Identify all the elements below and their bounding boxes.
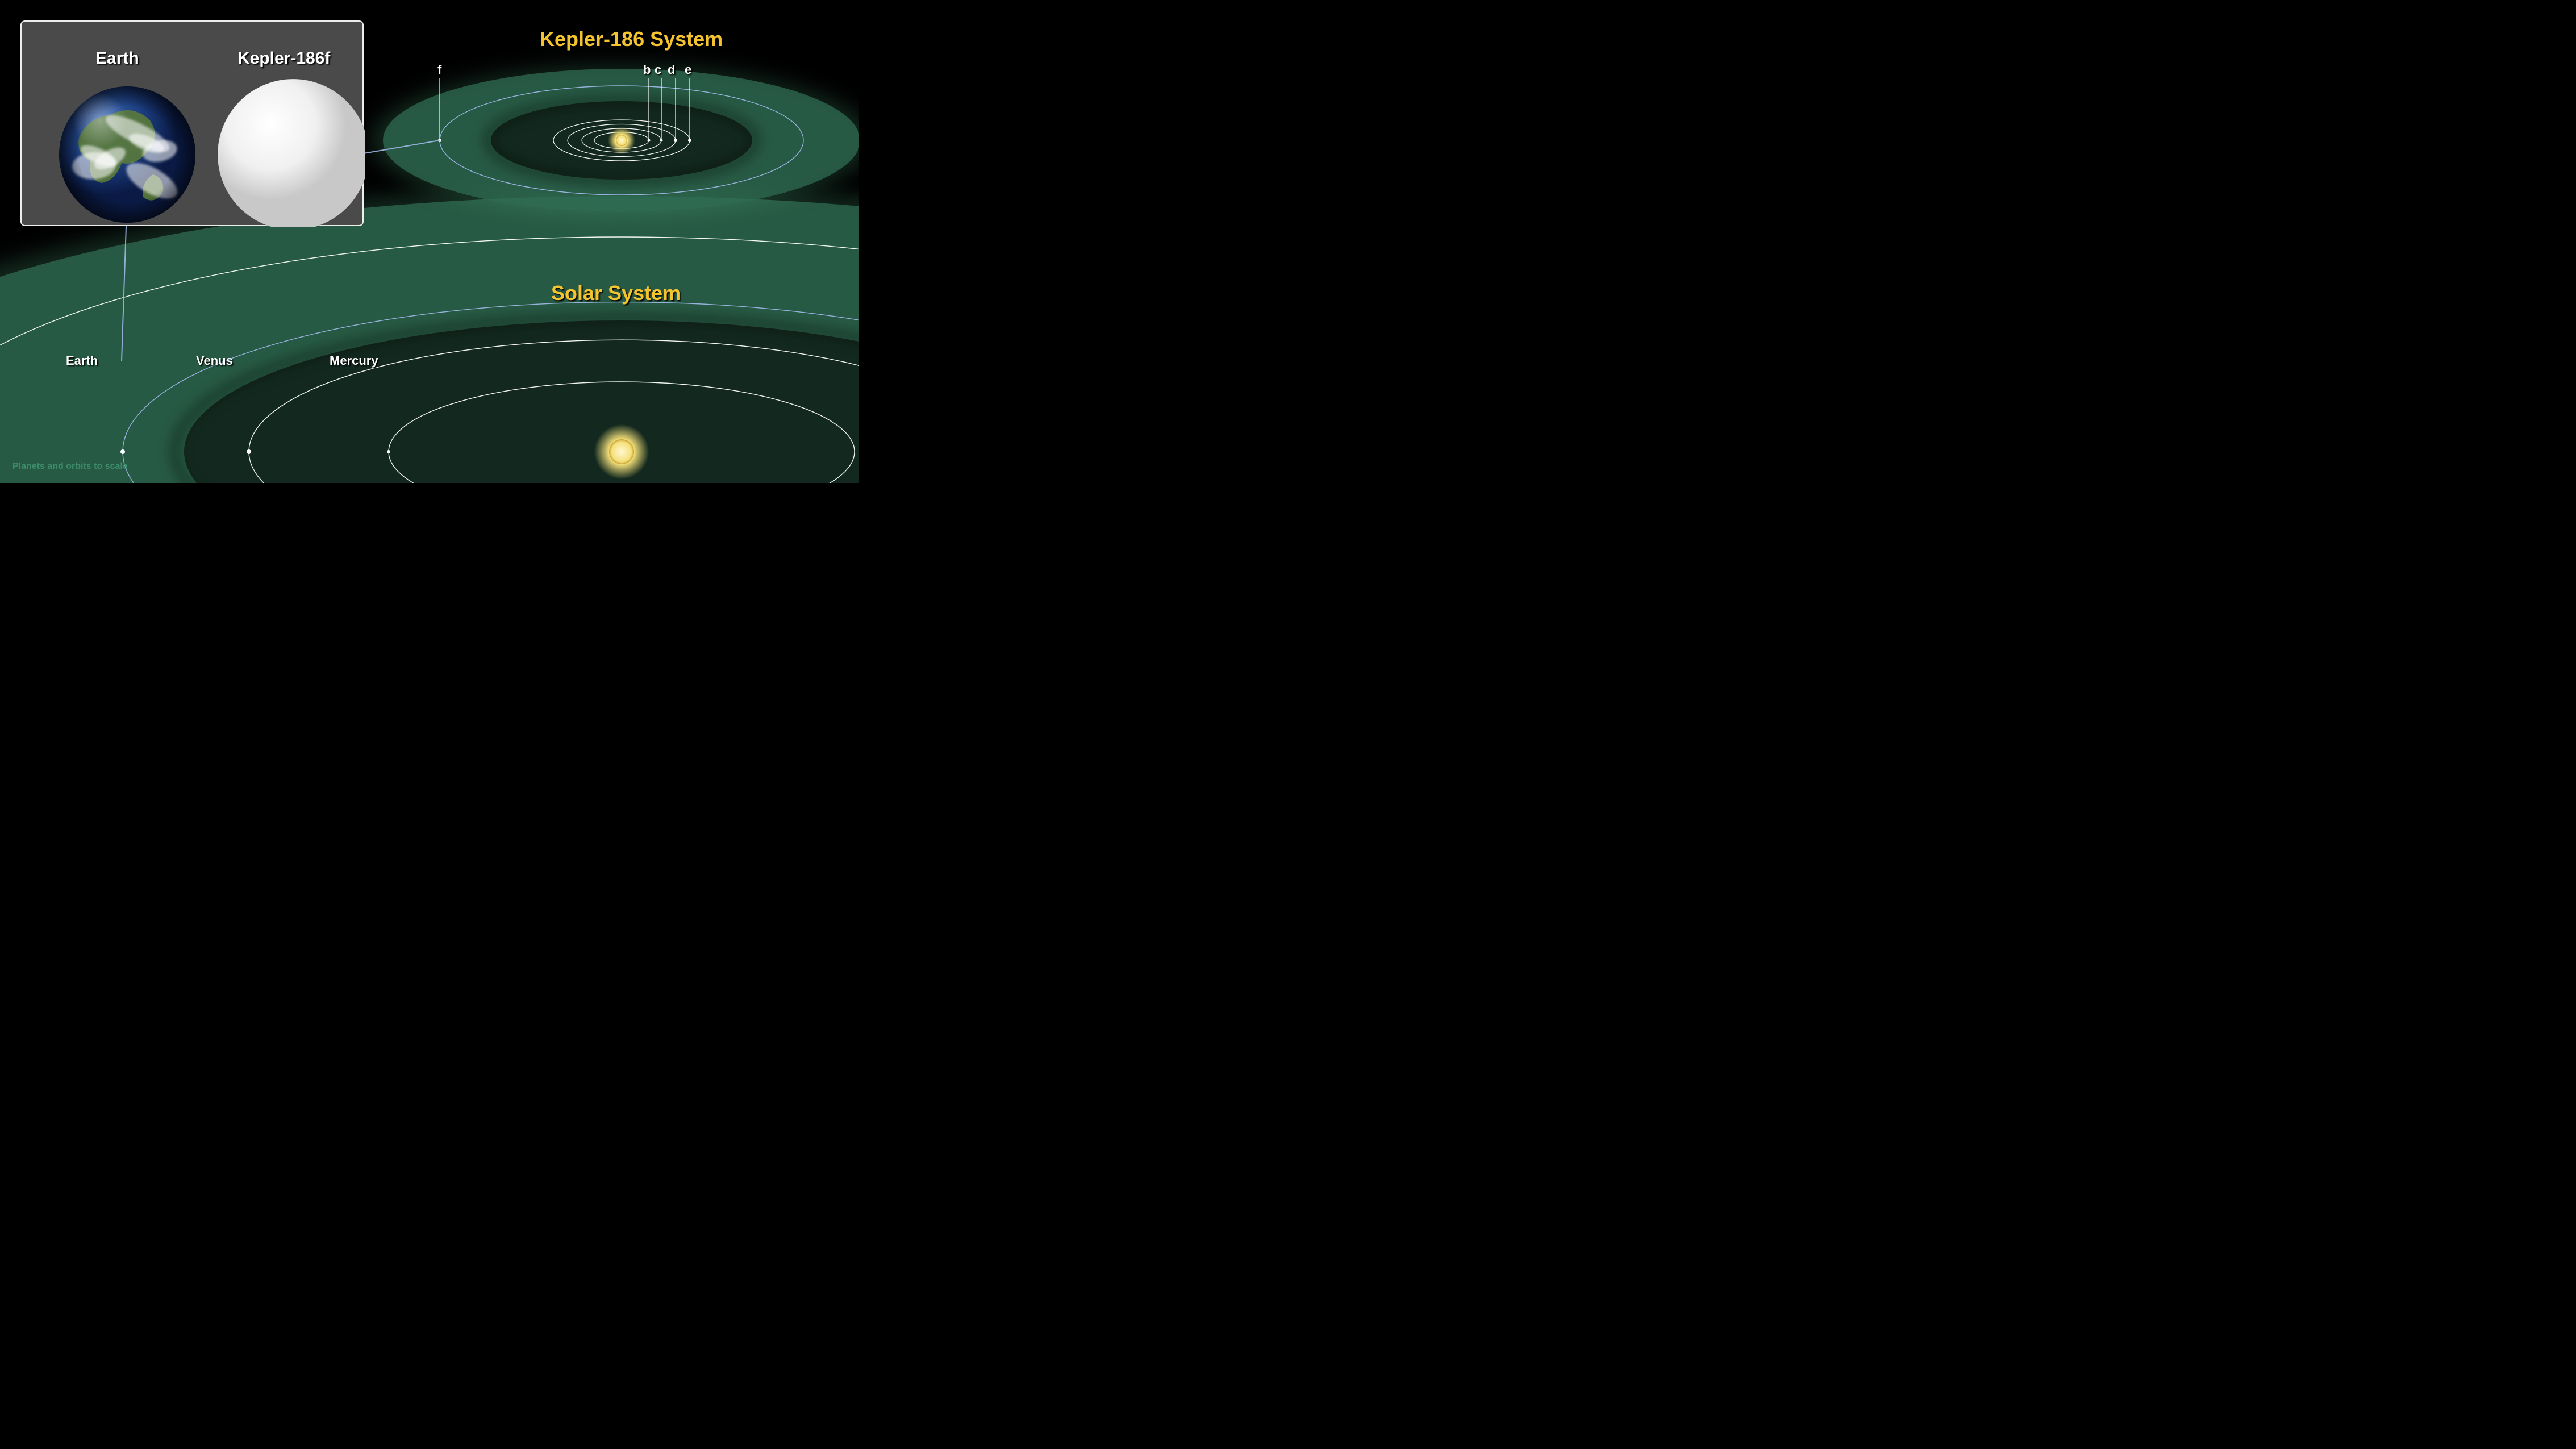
solar-system-title: Solar System <box>551 281 681 305</box>
inset-canvas <box>22 22 365 227</box>
solar-label-mercury: Mercury <box>330 353 378 368</box>
kepler-tick-d: d <box>668 63 675 77</box>
scale-footnote: Planets and orbits to scale <box>12 461 128 472</box>
kepler-tick-e: e <box>685 63 691 77</box>
kepler-system-title: Kepler-186 System <box>540 27 723 51</box>
solar-label-earth: Earth <box>66 353 98 368</box>
solar-label-venus: Venus <box>196 353 233 368</box>
kepler-tick-b: b <box>643 63 651 77</box>
kepler-tick-f: f <box>437 63 441 77</box>
comparison-inset: Earth Kepler-186f <box>20 20 364 226</box>
diagram-stage: Kepler-186 System Solar System Planets a… <box>0 0 859 483</box>
kepler-tick-c: c <box>655 63 661 77</box>
